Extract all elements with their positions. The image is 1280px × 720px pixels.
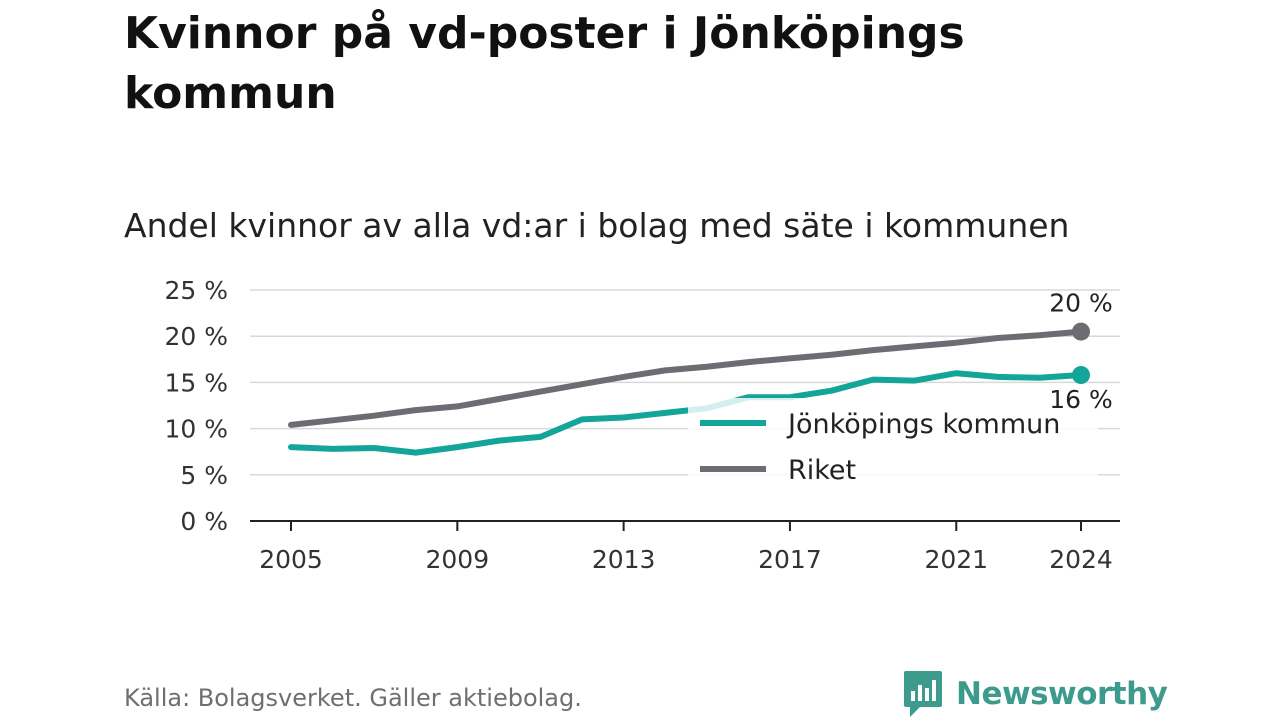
end-labels: 20 % 16 % (1049, 289, 1113, 414)
y-axis: 0 % 5 % 10 % 15 % 20 % 25 % (164, 276, 228, 536)
x-tick-label: 2009 (426, 545, 490, 574)
x-tick-label: 2024 (1049, 545, 1113, 574)
line-chart: 0 %5 %10 %15 %20 %25 % 2005 2009 2013 2017 2… (164, 276, 1120, 574)
end-label-jonkoping: 16 % (1049, 385, 1113, 414)
legend: Jönköpings kommun Riket (688, 398, 1098, 498)
chart-subtitle: Andel kvinnor av alla vd:ar i bolag med … (124, 206, 1070, 245)
newsworthy-logo-icon (904, 671, 942, 717)
brand-logo: Newsworthy (902, 668, 1168, 720)
end-point-jonkoping (1072, 366, 1090, 385)
source-note: Källa: Bolagsverket. Gäller aktiebolag. (124, 684, 582, 712)
y-tick-label: 20 % (164, 322, 228, 351)
x-tick-label: 2017 (758, 545, 822, 574)
brand-name: Newsworthy (956, 676, 1168, 712)
y-tick-label: 25 % (164, 276, 228, 305)
legend-label: Riket (788, 455, 856, 486)
legend-label: Jönköpings kommun (786, 409, 1060, 440)
y-tick-label: 15 % (164, 368, 228, 397)
x-tick-label: 2005 (259, 545, 323, 574)
end-point-riket (1072, 322, 1090, 341)
y-tick-label: 5 % (180, 461, 228, 490)
x-tick-label: 2013 (592, 545, 656, 574)
x-axis: 2005 2009 2013 2017 2021 2024 (250, 520, 1120, 574)
series-line-riket (288, 328, 1084, 428)
legend-background (688, 398, 1098, 498)
y-tick-label: 0 % (180, 507, 228, 536)
end-label-riket: 20 % (1049, 289, 1113, 318)
x-tick-label: 2021 (924, 545, 988, 574)
y-tick-label: 10 % (164, 415, 228, 444)
series-line-jonkoping (288, 370, 1084, 456)
series-lines (288, 322, 1090, 456)
chart-title: Kvinnor på vd-poster i Jönköpings kommun (124, 8, 965, 119)
